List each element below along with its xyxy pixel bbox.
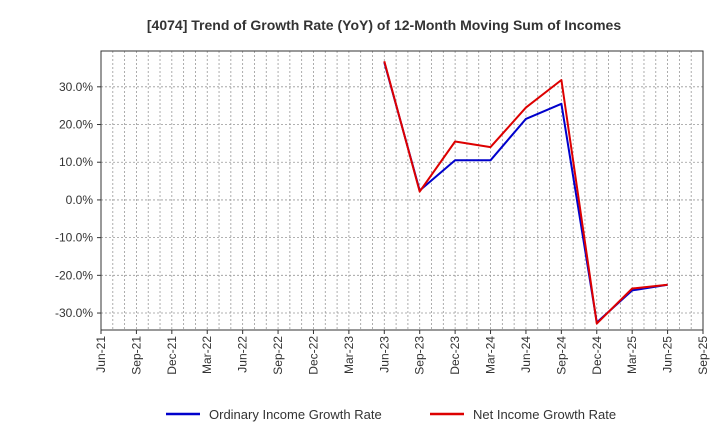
y-tick-label: 20.0% (59, 118, 93, 132)
y-tick-label: 0.0% (66, 193, 94, 207)
x-tick-label: Sep-21 (129, 336, 143, 375)
y-tick-label: 30.0% (59, 80, 93, 94)
x-tick-label: Sep-23 (413, 336, 427, 375)
x-tick-label: Jun-24 (519, 336, 533, 373)
x-tick-label: Jun-22 (236, 336, 250, 373)
x-axis-ticks: Jun-21 Sep-21 Dec-21 Mar-22 Jun-22 Sep-22 Dec-… (94, 330, 710, 375)
y-axis-ticks: 30.0% 20.0% 10.0% 0.0% -10.0% -20.0% -30.0% (55, 80, 101, 320)
chart-title: [4074] Trend of Growth Rate (YoY) of 12-… (147, 17, 621, 33)
x-tick-label: Dec-24 (590, 336, 604, 375)
x-tick-label: Dec-23 (448, 336, 462, 375)
x-tick-label: Mar-23 (342, 336, 356, 374)
y-tick-label: -10.0% (55, 231, 93, 245)
x-tick-label: Mar-24 (484, 336, 498, 374)
y-tick-label: -30.0% (55, 306, 93, 320)
x-tick-label: Mar-22 (200, 336, 214, 374)
x-tick-label: Sep-25 (696, 336, 710, 375)
legend-label: Net Income Growth Rate (473, 407, 616, 422)
grid-lines (101, 51, 703, 330)
plot-area-border (100, 50, 704, 331)
series-lines (383, 60, 668, 325)
x-tick-label: Jun-25 (661, 336, 675, 373)
x-tick-label: Dec-21 (165, 336, 179, 375)
legend-label: Ordinary Income Growth Rate (209, 407, 382, 422)
x-tick-label: Sep-22 (271, 336, 285, 375)
x-tick-label: Jun-21 (94, 336, 108, 373)
x-tick-label: Jun-23 (377, 336, 391, 373)
legend: Ordinary Income Growth Rate Net Income Gr… (166, 407, 616, 422)
x-tick-label: Sep-24 (554, 336, 568, 375)
y-tick-label: 10.0% (59, 155, 93, 169)
x-tick-label: Dec-22 (306, 336, 320, 375)
y-tick-label: -20.0% (55, 268, 93, 282)
x-tick-label: Mar-25 (625, 336, 639, 374)
series-line (383, 60, 668, 325)
